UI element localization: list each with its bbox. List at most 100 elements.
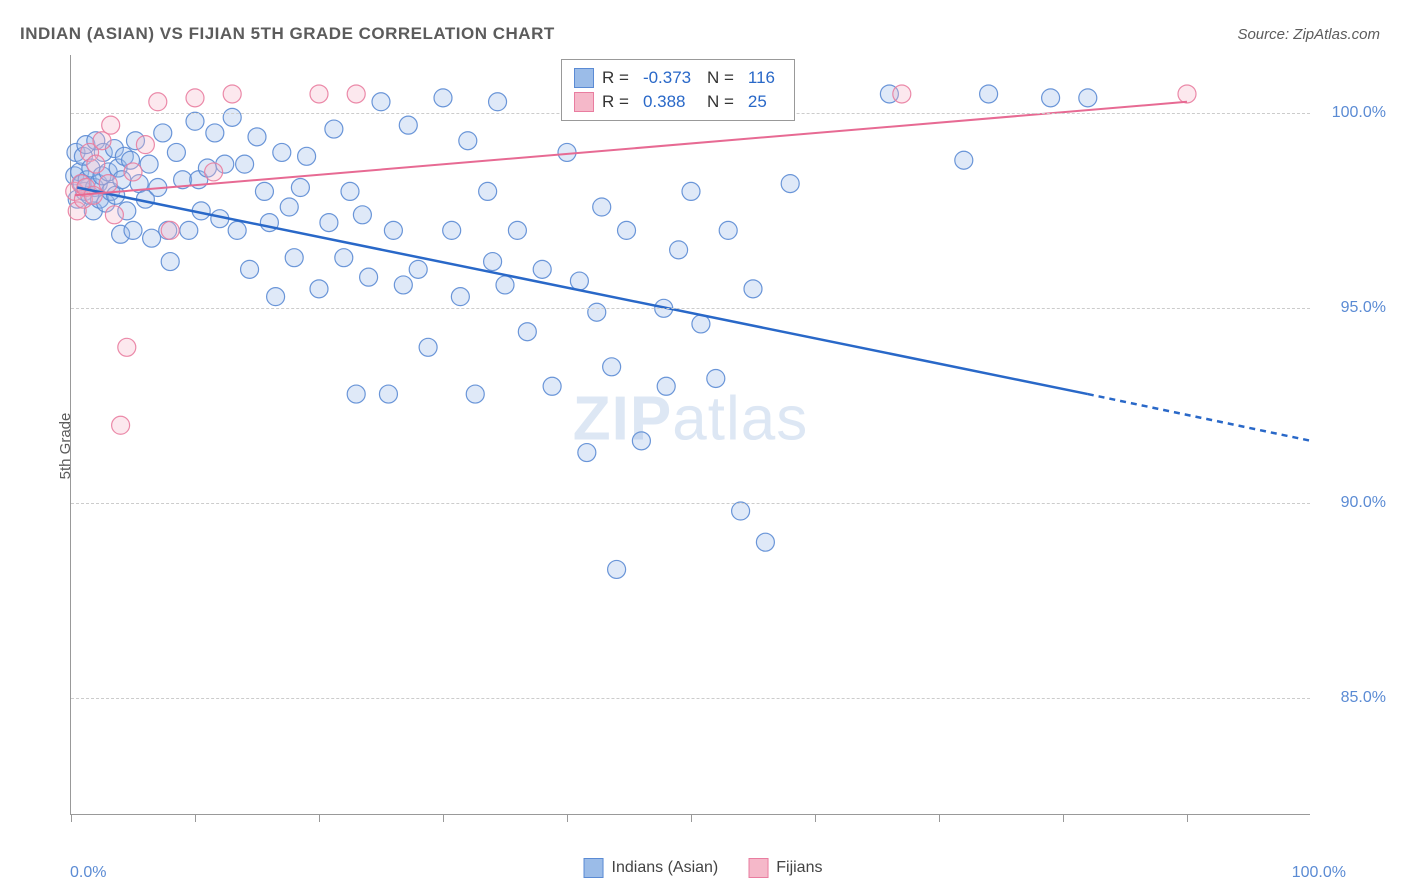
x-max-label: 100.0% [1292, 864, 1346, 882]
data-point [608, 560, 626, 578]
data-point [593, 198, 611, 216]
data-point [241, 260, 259, 278]
data-point [325, 120, 343, 138]
trend-line [77, 188, 1088, 395]
data-point [682, 182, 700, 200]
data-point [533, 260, 551, 278]
legend-label: Indians (Asian) [612, 859, 719, 877]
legend-swatch [574, 68, 594, 88]
data-point [518, 323, 536, 341]
legend-r-label: R = [602, 68, 629, 88]
data-point [236, 155, 254, 173]
data-point [341, 182, 359, 200]
data-point [603, 358, 621, 376]
x-min-label: 0.0% [70, 864, 106, 882]
data-point [719, 221, 737, 239]
data-point [360, 268, 378, 286]
data-point [118, 338, 136, 356]
data-point [570, 272, 588, 290]
legend-row: R = -0.373 N = 116 [574, 66, 782, 90]
legend-correlation: R =-0.373N =116R =0.388N =25 [561, 59, 795, 121]
data-point [372, 93, 390, 111]
data-point [384, 221, 402, 239]
x-tick [443, 814, 444, 822]
legend-r-label: R = [602, 92, 629, 112]
legend-n-label: N = [707, 68, 734, 88]
data-point [347, 85, 365, 103]
data-point [955, 151, 973, 169]
data-point [291, 179, 309, 197]
y-tick-label: 90.0% [1341, 494, 1386, 512]
chart-title: INDIAN (ASIAN) VS FIJIAN 5TH GRADE CORRE… [20, 24, 555, 44]
gridline [71, 308, 1310, 309]
data-point [149, 93, 167, 111]
data-point [484, 253, 502, 271]
x-tick [691, 814, 692, 822]
y-tick-label: 100.0% [1332, 104, 1386, 122]
x-tick [815, 814, 816, 822]
data-point [335, 249, 353, 267]
data-point [707, 369, 725, 387]
legend-n-value: 116 [748, 68, 782, 88]
data-point [205, 163, 223, 181]
data-point [353, 206, 371, 224]
data-point [347, 385, 365, 403]
data-point [409, 260, 427, 278]
data-point [154, 124, 172, 142]
data-point [167, 143, 185, 161]
data-point [632, 432, 650, 450]
data-point [223, 108, 241, 126]
legend-item: Indians (Asian) [584, 858, 719, 878]
data-point [459, 132, 477, 150]
y-tick-label: 85.0% [1341, 689, 1386, 707]
data-point [99, 175, 117, 193]
chart-container: INDIAN (ASIAN) VS FIJIAN 5TH GRADE CORRE… [0, 0, 1406, 892]
gridline [71, 698, 1310, 699]
data-point [578, 444, 596, 462]
legend-swatch [584, 858, 604, 878]
data-point [434, 89, 452, 107]
data-point [399, 116, 417, 134]
data-point [136, 136, 154, 154]
data-point [732, 502, 750, 520]
data-point [781, 175, 799, 193]
data-point [248, 128, 266, 146]
data-point [223, 85, 241, 103]
data-point [657, 377, 675, 395]
data-point [489, 93, 507, 111]
data-point [479, 182, 497, 200]
data-point [670, 241, 688, 259]
data-point [443, 221, 461, 239]
data-point [180, 221, 198, 239]
source-label: Source: ZipAtlas.com [1237, 26, 1380, 43]
data-point [285, 249, 303, 267]
x-tick [195, 814, 196, 822]
data-point [161, 221, 179, 239]
data-point [255, 182, 273, 200]
data-point [87, 155, 105, 173]
data-point [310, 85, 328, 103]
data-point [1079, 89, 1097, 107]
data-point [112, 416, 130, 434]
legend-label: Fijians [776, 859, 822, 877]
y-tick-label: 95.0% [1341, 299, 1386, 317]
x-tick [71, 814, 72, 822]
legend-r-value: -0.373 [643, 68, 699, 88]
data-point [124, 221, 142, 239]
data-point [1178, 85, 1196, 103]
legend-item: Fijians [748, 858, 822, 878]
data-point [756, 533, 774, 551]
data-point [105, 206, 123, 224]
data-point [143, 229, 161, 247]
data-point [893, 85, 911, 103]
data-point [206, 124, 224, 142]
data-point [466, 385, 484, 403]
x-tick [939, 814, 940, 822]
data-point [310, 280, 328, 298]
data-point [451, 288, 469, 306]
data-point [588, 303, 606, 321]
data-point [618, 221, 636, 239]
data-point [161, 253, 179, 271]
data-point [140, 155, 158, 173]
data-point [980, 85, 998, 103]
